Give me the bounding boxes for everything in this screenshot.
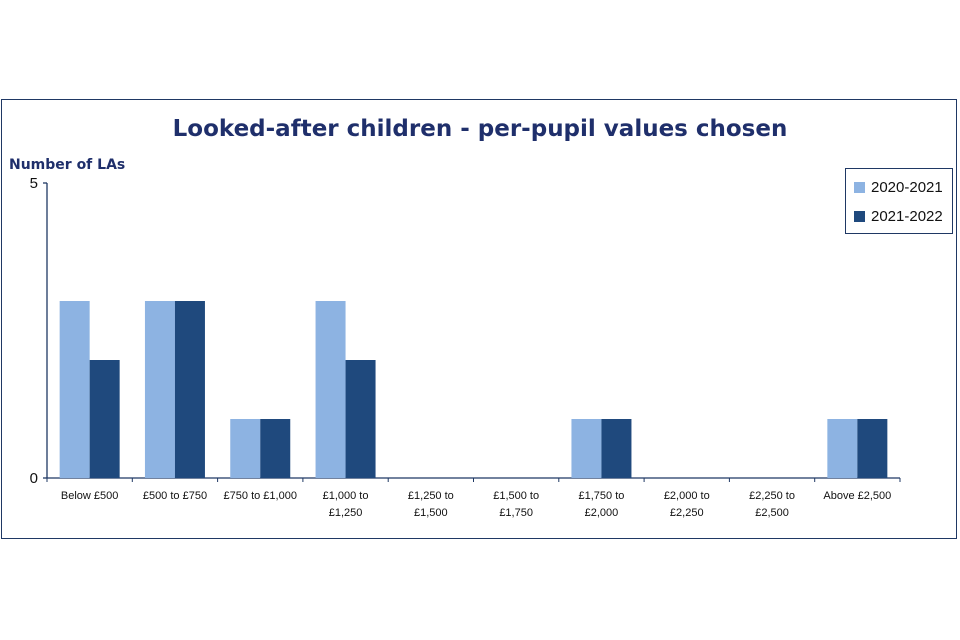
bar-2020-2021-3	[315, 301, 346, 478]
x-tick-label: £1,250 to	[408, 490, 454, 502]
legend-swatch-2021-2022	[854, 210, 865, 222]
x-tick-label: £1,750 to	[579, 490, 625, 502]
bar-2021-2022-6	[601, 419, 632, 478]
legend-label-2021-2022: 2021-2022	[871, 207, 943, 225]
x-tick-label: £1,750	[499, 507, 533, 519]
x-tick-label: £2,000	[585, 507, 619, 519]
y-tick-label: 0	[30, 470, 38, 487]
x-tick-label: £2,250 to	[749, 490, 795, 502]
x-tick-label: £750 to £1,000	[224, 490, 297, 502]
bar-2021-2022-2	[260, 419, 291, 478]
x-tick-label: £1,000 to	[323, 490, 369, 502]
bar-2020-2021-6	[571, 419, 602, 478]
x-tick-label: £1,500 to	[493, 490, 539, 502]
chart-title: Looked-after children - per-pupil values…	[172, 116, 788, 142]
x-tick-label: £1,250	[329, 507, 363, 519]
x-tick-label: £1,500	[414, 507, 448, 519]
y-axis-label: Number of LAs	[9, 157, 126, 173]
bar-2021-2022-0	[89, 360, 120, 478]
legend: 2020-2021 2021-2022	[845, 168, 953, 234]
bar-2020-2021-9	[827, 419, 858, 478]
legend-swatch-2020-2021	[854, 181, 865, 193]
bar-2020-2021-0	[59, 301, 90, 478]
bar-2021-2022-3	[345, 360, 376, 478]
y-tick-label: 5	[30, 175, 38, 192]
bar-2020-2021-1	[144, 301, 175, 478]
x-tick-label: £2,250	[670, 507, 704, 519]
legend-item-2021-2022: 2021-2022	[854, 206, 943, 226]
x-tick-label: £500 to £750	[143, 490, 207, 502]
x-tick-label: £2,000 to	[664, 490, 710, 502]
bar-2021-2022-9	[857, 419, 888, 478]
x-tick-label: Below £500	[61, 490, 119, 502]
legend-item-2020-2021: 2020-2021	[854, 177, 943, 197]
x-tick-label: Above £2,500	[823, 490, 891, 502]
bar-2021-2022-1	[174, 301, 205, 478]
legend-label-2020-2021: 2020-2021	[871, 178, 943, 196]
bar-2020-2021-2	[230, 419, 261, 478]
x-tick-label: £2,500	[755, 507, 789, 519]
